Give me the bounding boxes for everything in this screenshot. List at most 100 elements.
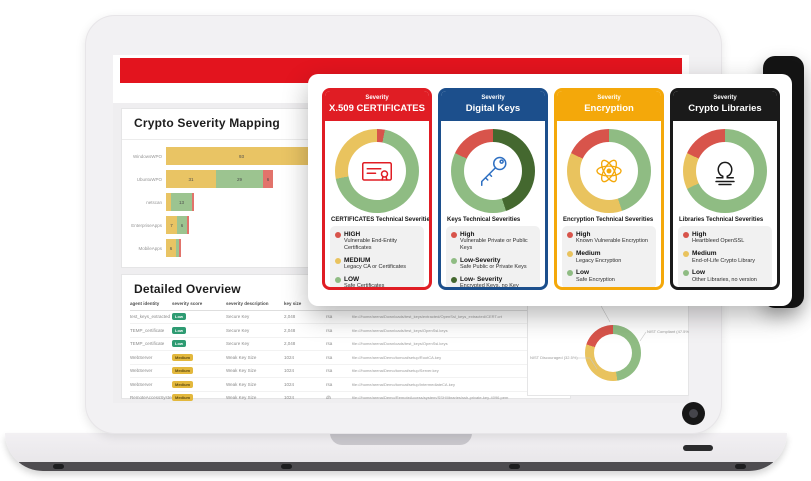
legend-item: High Known Vulnerable Encryption bbox=[567, 231, 652, 245]
card-donut-chart[interactable] bbox=[683, 129, 767, 213]
donut-hole bbox=[594, 334, 632, 372]
legend-dot bbox=[451, 276, 457, 283]
legend-level: Low-Severity bbox=[460, 256, 501, 264]
table-row[interactable]: WebServer Medium Weak Key Size 1024 rsa file:… bbox=[130, 365, 566, 378]
status-badge: Medium bbox=[172, 394, 194, 402]
cell-description: Weak Key Size bbox=[226, 368, 257, 374]
bar-category-label: UbuntuWPO bbox=[136, 176, 162, 182]
cell-agent: WebServer bbox=[130, 368, 153, 374]
nist-discouraged-label: NIST Discouraged (32.5%) bbox=[530, 355, 578, 360]
cell-severity: Medium bbox=[172, 394, 226, 402]
legend-dot bbox=[335, 232, 341, 238]
cell-description: Weak Key Size bbox=[226, 395, 257, 401]
cell-description: Weak Key Size bbox=[226, 381, 257, 387]
bar-stack[interactable]: 13 bbox=[166, 193, 194, 211]
cell-key_size: 1024 bbox=[284, 395, 295, 401]
bar-segment-low: 29 bbox=[216, 170, 263, 188]
legend-desc: Vulnerable Private or Public Keys bbox=[460, 238, 528, 252]
severity-card[interactable]: Severity Crypto Libraries Libraries Techni… bbox=[670, 88, 780, 290]
status-badge: Low bbox=[172, 326, 186, 334]
status-badge: Medium bbox=[172, 367, 194, 375]
key-icon bbox=[475, 153, 511, 189]
cell-location: file:///home/arena/Demo/tomcat/setup/Roo… bbox=[352, 354, 442, 360]
severity-card[interactable]: Severity Digital Keys Keys Technical Sever… bbox=[438, 88, 548, 290]
bar-stack[interactable]: 6 bbox=[166, 239, 181, 257]
camera-icon bbox=[682, 402, 705, 425]
severity-legend: High Heartbleed OpenSSL Medium End-of-Life … bbox=[678, 226, 772, 287]
bar-row: netscan 13 bbox=[128, 193, 526, 211]
cell-key_size: 2,048 bbox=[284, 314, 296, 320]
card-header: Severity X.509 CERTIFICATES bbox=[325, 91, 429, 121]
laptop-base-notch bbox=[330, 433, 472, 445]
cell-key_size: 1024 bbox=[284, 368, 295, 374]
card-section-title: Encryption Technical Severities bbox=[563, 217, 654, 223]
cell-agent: WebServer bbox=[130, 354, 153, 360]
legend-dot bbox=[335, 276, 341, 283]
legend-item: Medium End-of-Life Crypto Library bbox=[683, 250, 768, 264]
card-section-title: Libraries Technical Severities bbox=[679, 217, 764, 223]
cell-agent: TEMP_certificate bbox=[130, 341, 165, 347]
donut-hole bbox=[464, 142, 522, 200]
table-row[interactable]: TEMP_certificate Low Secure Key 2,048 rsa fil… bbox=[130, 324, 566, 338]
severity-legend: HIGH Vulnerable End-Entity Certificates ME… bbox=[330, 226, 424, 290]
legend-level: Low- Severity bbox=[460, 275, 503, 283]
legend-dot bbox=[683, 232, 689, 238]
bar-row: UbuntuWPO 31 29 6 bbox=[128, 170, 526, 188]
laptop-foot bbox=[735, 464, 746, 469]
bar-stack[interactable]: 93 bbox=[166, 147, 317, 165]
legend-desc: Safe Certificates bbox=[344, 283, 385, 290]
cell-location: file:///home/arena/Demo/RemoteAccess/sys… bbox=[352, 395, 509, 401]
bar-segment-high bbox=[187, 216, 189, 234]
bar-row: EnterpriseApps 7 6 bbox=[128, 216, 526, 234]
cell-key_type: rsa bbox=[326, 381, 333, 387]
table-row[interactable]: TEMP_certificate Low Secure Key 2,048 rsa fil… bbox=[130, 338, 566, 351]
nist-donut-chart[interactable] bbox=[585, 325, 641, 381]
legend-item: Low Safe Encryption bbox=[567, 269, 652, 283]
atom-icon bbox=[591, 153, 627, 189]
severity-card[interactable]: Severity X.509 CERTIFICATES CERTIFICATES T… bbox=[322, 88, 432, 290]
table-row[interactable]: WebServer Medium Weak Key Size 1024 rsa file:… bbox=[130, 378, 566, 392]
legend-item: Low-Severity Safe Public or Private Keys bbox=[451, 257, 536, 271]
bar-stack[interactable]: 31 29 6 bbox=[166, 170, 273, 188]
table-row[interactable]: WebServer Medium Weak Key Size 1024 rsa file:… bbox=[130, 351, 566, 365]
severity-cards-panel: Severity X.509 CERTIFICATES CERTIFICATES T… bbox=[308, 74, 792, 306]
cell-key_type: rsa bbox=[326, 368, 333, 374]
laptop-base-edge bbox=[19, 462, 773, 471]
cell-key_type: rsa bbox=[326, 314, 333, 320]
card-title: Crypto Libraries bbox=[688, 102, 762, 114]
column-header: key size bbox=[284, 300, 302, 306]
bar-row: MobileApps 6 bbox=[128, 239, 526, 257]
bar-row: WindowsWPO 93 bbox=[128, 147, 526, 165]
cell-key_size: 1024 bbox=[284, 381, 295, 387]
legend-dot bbox=[451, 232, 457, 238]
legend-level: Low bbox=[576, 269, 589, 277]
card-section-title: CERTIFICATES Technical Severities bbox=[331, 217, 432, 223]
laptop-latch bbox=[683, 445, 713, 451]
cell-description: Secure Key bbox=[226, 314, 250, 320]
cell-severity: Medium bbox=[172, 380, 226, 388]
cell-severity: Low bbox=[172, 313, 226, 321]
severity-bar-chart[interactable]: WindowsWPO 93 UbuntuWPO 31 29 6 netscan 13 Enter… bbox=[128, 147, 526, 262]
panel-title: Detailed Overview bbox=[134, 282, 241, 296]
legend-level: Medium bbox=[576, 250, 601, 258]
table-row[interactable]: test_keys_extracted Low Secure Key 2,048 rsa… bbox=[130, 311, 566, 324]
severity-card[interactable]: Severity Encryption Encryption Technical S… bbox=[554, 88, 664, 290]
bar-segment-high: 6 bbox=[263, 170, 273, 188]
cell-location: file:///home/arena/Downloads/test_keys/e… bbox=[352, 314, 502, 320]
table-row[interactable]: RemoteAccessSystem Medium Weak Key Size 102… bbox=[130, 392, 566, 404]
legend-dot bbox=[567, 251, 573, 258]
card-donut-chart[interactable] bbox=[567, 129, 651, 213]
column-header: severity description bbox=[226, 300, 269, 306]
cell-location: file:///home/arena/Downloads/test_keys/O… bbox=[352, 327, 448, 333]
legend-level: Medium bbox=[692, 250, 717, 258]
status-badge: Medium bbox=[172, 380, 194, 388]
card-header-kicker: Severity bbox=[365, 95, 389, 101]
legend-dot bbox=[451, 257, 457, 264]
cell-severity: Low bbox=[172, 340, 226, 348]
card-donut-chart[interactable] bbox=[335, 129, 419, 213]
card-donut-chart[interactable] bbox=[451, 129, 535, 213]
legend-dot bbox=[567, 270, 573, 277]
panel-title: Crypto Severity Mapping bbox=[134, 116, 280, 130]
